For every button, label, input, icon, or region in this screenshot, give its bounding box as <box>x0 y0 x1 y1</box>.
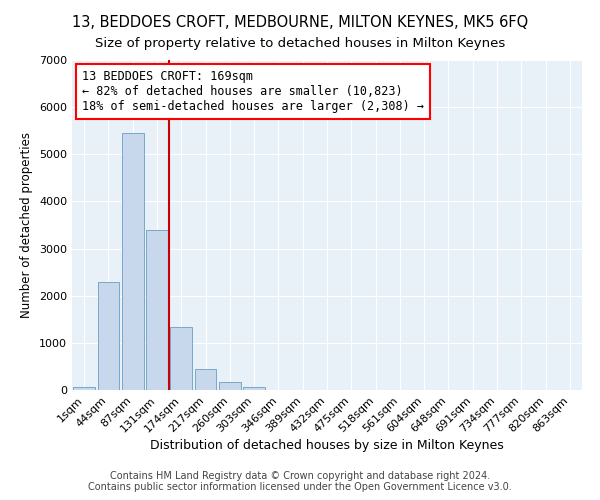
Bar <box>170 328 192 390</box>
Bar <box>97 282 119 390</box>
X-axis label: Distribution of detached houses by size in Milton Keynes: Distribution of detached houses by size … <box>150 440 504 452</box>
Bar <box>243 387 265 390</box>
Y-axis label: Number of detached properties: Number of detached properties <box>20 132 34 318</box>
Bar <box>122 133 143 390</box>
Bar <box>194 369 217 390</box>
Bar <box>73 387 95 390</box>
Text: 13 BEDDOES CROFT: 169sqm
← 82% of detached houses are smaller (10,823)
18% of se: 13 BEDDOES CROFT: 169sqm ← 82% of detach… <box>82 70 424 113</box>
Text: Contains HM Land Registry data © Crown copyright and database right 2024.
Contai: Contains HM Land Registry data © Crown c… <box>88 471 512 492</box>
Bar <box>146 230 168 390</box>
Text: 13, BEDDOES CROFT, MEDBOURNE, MILTON KEYNES, MK5 6FQ: 13, BEDDOES CROFT, MEDBOURNE, MILTON KEY… <box>72 15 528 30</box>
Text: Size of property relative to detached houses in Milton Keynes: Size of property relative to detached ho… <box>95 38 505 51</box>
Bar <box>219 382 241 390</box>
